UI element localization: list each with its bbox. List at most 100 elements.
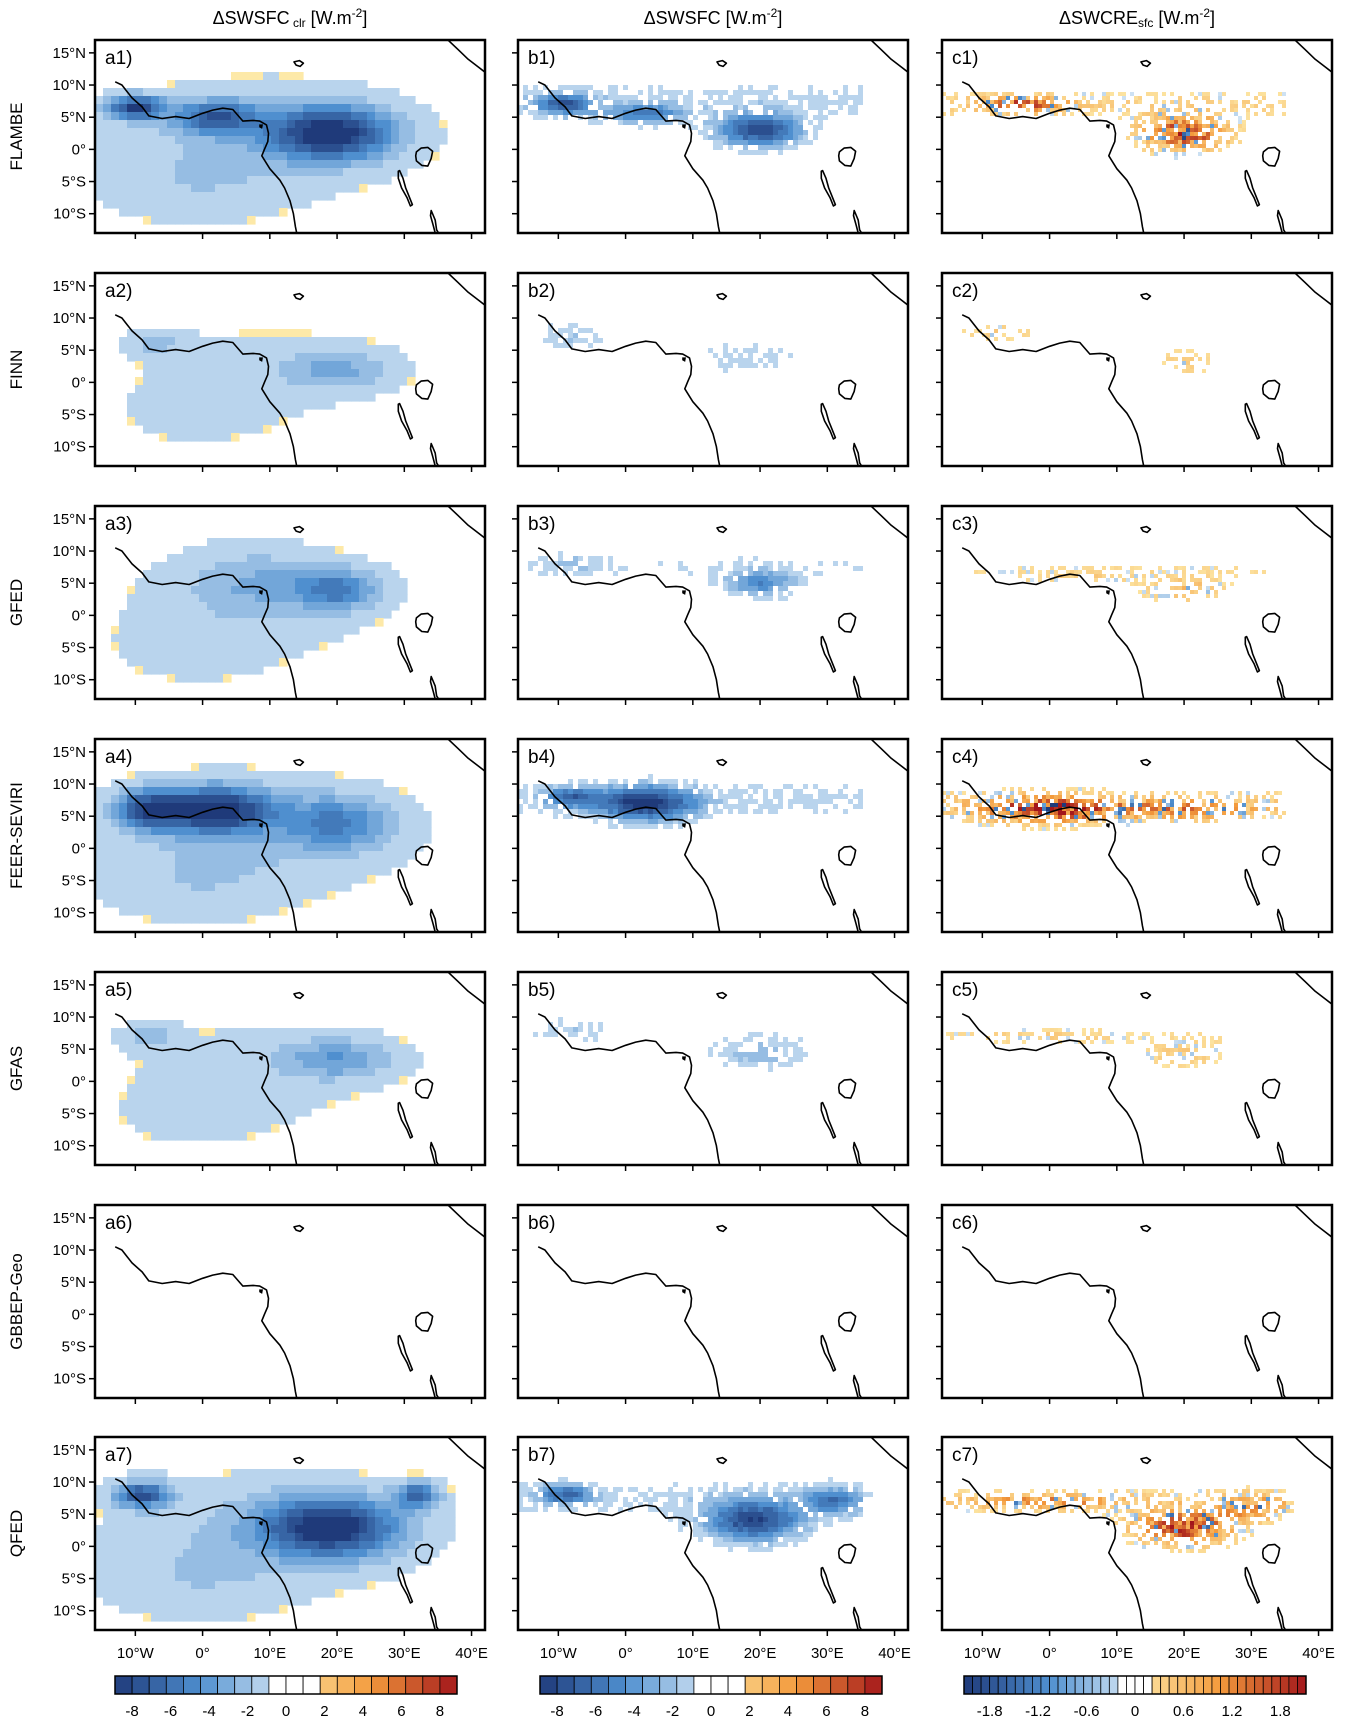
map-panel-c5: c5) <box>936 970 1334 1171</box>
row-label-4: FEER-SEVIRI <box>7 782 26 889</box>
colorbar-tick-label: -0.6 <box>1074 1703 1100 1720</box>
map-panel-b4: b4) <box>512 737 910 938</box>
lat-tick-label: 15°N <box>52 1210 86 1227</box>
data-field <box>942 787 1286 831</box>
map-panel-a3: a3) 15°N 10°N 5°N 0° 5°S 10°S <box>52 504 487 705</box>
lat-tick-label: 15°N <box>52 1442 86 1459</box>
colorbar-tick-label: 8 <box>436 1703 444 1720</box>
lat-tick-label: 10°N <box>52 543 86 560</box>
lat-tick-label: 10°S <box>53 206 86 223</box>
map-panel-a1: a1) 15°N 10°N 5°N 0° 5°S 10°S <box>52 38 487 239</box>
lat-tick-label: 15°N <box>52 744 86 761</box>
data-field <box>95 72 448 225</box>
colorbar-tick-label: 0 <box>282 1703 290 1720</box>
column-title-3: ΔSWCREsfc [W.m-2] <box>1059 6 1215 30</box>
colorbar-tick-label: 0.6 <box>1173 1703 1194 1720</box>
map-panel-c7: c7) <box>936 1435 1334 1636</box>
panel-label: b6) <box>528 1213 555 1234</box>
map-panel-b6: b6) <box>512 1203 910 1404</box>
coastline <box>537 1437 908 1630</box>
panel-label: b5) <box>528 980 555 1001</box>
lat-tick-label: 10°S <box>53 905 86 922</box>
data-field <box>533 1017 808 1072</box>
panel-label: a6) <box>105 1213 132 1234</box>
lat-tick-label: 10°N <box>52 776 86 793</box>
row-label-3: GFED <box>7 579 26 626</box>
coastline <box>961 972 1332 1165</box>
colorbar-1: -8 -6 -4 -2 0 2 4 6 8 <box>114 1675 458 1720</box>
lon-tick-label: 20°E <box>321 1645 354 1662</box>
panel-label: a4) <box>105 747 132 768</box>
colorbar-tick-label: -1.2 <box>1025 1703 1051 1720</box>
row-label-1: FLAMBE <box>7 102 26 170</box>
lon-tick-label: 30°E <box>1235 1645 1268 1662</box>
coastline <box>537 1205 908 1398</box>
map-panel-a4: a4) 15°N 10°N 5°N 0° 5°S 10°S <box>52 737 487 938</box>
coastline <box>961 1205 1332 1398</box>
map-panel-a5: a5) 15°N 10°N 5°N 0° 5°S 10°S <box>52 970 487 1171</box>
coastline <box>114 1437 485 1630</box>
panel-label: a3) <box>105 514 132 535</box>
lat-tick-label: 15°N <box>52 977 86 994</box>
colorbar-tick-label: -6 <box>164 1703 177 1720</box>
coastline <box>537 506 908 699</box>
colorbar-tick-label: 4 <box>359 1703 367 1720</box>
lat-tick-label: 10°S <box>53 1371 86 1388</box>
colorbar-tick-label: -4 <box>627 1703 640 1720</box>
colorbar-tick-label: 6 <box>397 1703 405 1720</box>
row-label-2: FINN <box>7 350 26 390</box>
map-panel-c4: c4) <box>936 737 1334 938</box>
lon-tick-label: 0° <box>1042 1645 1056 1662</box>
coastline <box>114 273 485 466</box>
lat-tick-label: 5°N <box>61 109 86 126</box>
map-panel-b2: b2) <box>512 271 910 472</box>
lat-tick-label: 10°N <box>52 310 86 327</box>
panel-label: a7) <box>105 1445 132 1466</box>
lon-tick-label: 40°E <box>455 1645 488 1662</box>
map-panel-b1: b1) <box>512 38 910 239</box>
lat-tick-label: 10°S <box>53 1603 86 1620</box>
lat-tick-label: 0° <box>72 1538 86 1555</box>
lat-tick-label: 0° <box>72 141 86 158</box>
data-field <box>95 1469 456 1622</box>
coastline <box>114 739 485 932</box>
lon-tick-label: 40°E <box>1302 1645 1335 1662</box>
coastline <box>961 739 1332 932</box>
colorbar-tick-label: 2 <box>745 1703 753 1720</box>
panel-label: c4) <box>952 747 978 768</box>
panel-label: a2) <box>105 281 132 302</box>
colorbar-tick-label: -2 <box>666 1703 679 1720</box>
panel-label: b7) <box>528 1445 555 1466</box>
colorbar-2: -8 -6 -4 -2 0 2 4 6 8 <box>539 1675 883 1720</box>
panel-label: a5) <box>105 980 132 1001</box>
coastline <box>114 972 485 1165</box>
lat-tick-label: 5°N <box>61 342 86 359</box>
coastline <box>114 1205 485 1398</box>
coastline <box>961 1437 1332 1630</box>
colorbar-tick-label: 4 <box>784 1703 792 1720</box>
colorbar-3: -1.8 -1.2 -0.6 0 0.6 1.2 1.8 <box>963 1675 1307 1720</box>
lat-tick-label: 5°N <box>61 575 86 592</box>
lon-tick-label: 20°E <box>744 1645 777 1662</box>
map-panel-b5: b5) <box>512 970 910 1171</box>
lon-tick-label: 10°E <box>1100 1645 1133 1662</box>
row-label-7: QFED <box>7 1510 26 1557</box>
map-panel-b7: b7) <box>512 1435 910 1636</box>
panel-label: c6) <box>952 1213 978 1234</box>
panel-label: c3) <box>952 514 978 535</box>
map-panel-b3: b3) <box>512 504 910 705</box>
lat-tick-label: 5°N <box>61 808 86 825</box>
data-field <box>111 538 408 683</box>
lat-tick-label: 15°N <box>52 511 86 528</box>
panel-label: c5) <box>952 980 978 1001</box>
data-field <box>518 774 863 829</box>
lat-tick-label: 5°N <box>61 1041 86 1058</box>
map-panel-c3: c3) <box>936 504 1334 705</box>
panel-label: b3) <box>528 514 555 535</box>
lon-tick-label: 10°W <box>964 1645 1002 1662</box>
coastline <box>961 40 1332 233</box>
colorbar-tick-label: 0 <box>1131 1703 1139 1720</box>
row-label-6: GBBEP-Geo <box>7 1253 26 1349</box>
coastline <box>961 506 1332 699</box>
